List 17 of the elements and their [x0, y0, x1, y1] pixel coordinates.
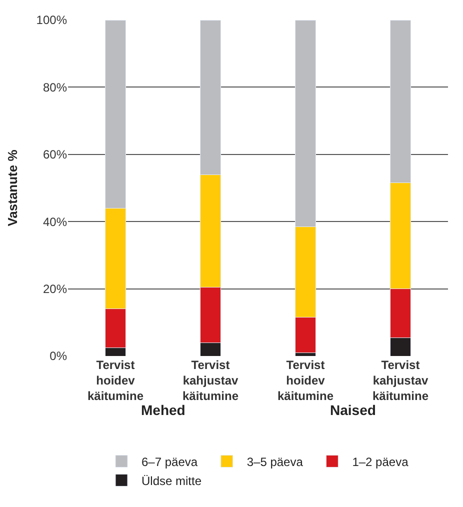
x-tick-label: Tervist hoidev käitumine	[87, 358, 144, 404]
y-tick-label: 20%	[42, 282, 68, 296]
legend-label: 6–7 päeva	[142, 454, 198, 469]
x-tick-label: Tervist kahjustav käitumine	[182, 358, 239, 404]
text: Mehed	[141, 402, 186, 418]
x-tick-label: Tervist hoidev käitumine	[277, 358, 334, 404]
legend-label: 1–2 päeva	[352, 454, 409, 469]
legend-label: 3–5 päeva	[246, 454, 304, 469]
y-tick-label: 80%	[42, 80, 68, 94]
x-tick-label: Tervist kahjustav käitumine	[372, 358, 429, 404]
y-tick-label: 60%	[42, 148, 68, 162]
y-tick-label: 40%	[42, 214, 68, 229]
text: Naised	[330, 402, 376, 418]
y-tick-label: 100%	[36, 13, 68, 28]
legend-label: Üldse mitte	[142, 474, 202, 488]
y-axis-title: Vastanute %	[5, 149, 20, 226]
y-tick-label: 0%	[50, 349, 68, 364]
